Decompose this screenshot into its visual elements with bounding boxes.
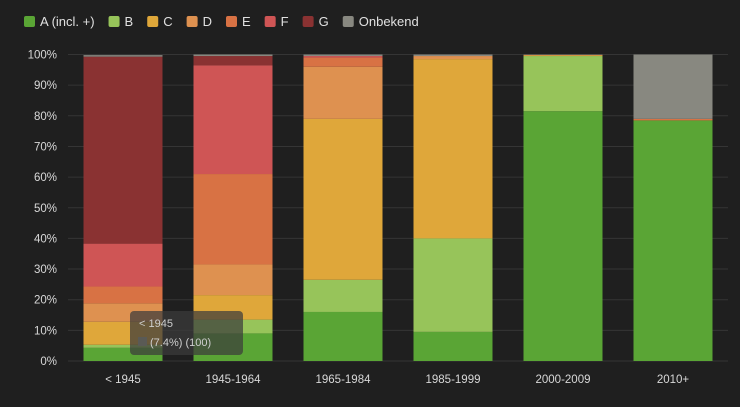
bar-segment-3-0[interactable] bbox=[413, 331, 493, 361]
y-tick-label: 10% bbox=[34, 325, 57, 337]
bar-segment-4-2[interactable] bbox=[523, 55, 603, 57]
y-tick-label: 20% bbox=[34, 295, 57, 307]
bar-segment-0-1[interactable] bbox=[83, 344, 163, 348]
legend-label: B bbox=[125, 14, 134, 29]
bar-segment-4-1[interactable] bbox=[523, 56, 603, 112]
y-tick-label: 30% bbox=[34, 264, 57, 276]
bar-segment-2-0[interactable] bbox=[303, 311, 383, 361]
legend-swatch bbox=[108, 16, 120, 27]
bar-segment-1-3[interactable] bbox=[193, 264, 273, 296]
x-tick-label: 1965-1984 bbox=[316, 374, 372, 386]
bar-segment-2-2[interactable] bbox=[303, 118, 383, 280]
tooltip: < 1945 (7.4%) (100) bbox=[130, 311, 243, 355]
y-tick-label: 90% bbox=[34, 80, 57, 92]
y-tick-label: 50% bbox=[34, 203, 57, 215]
bar-segment-0-4[interactable] bbox=[83, 286, 163, 304]
legend-label: E bbox=[242, 14, 251, 29]
legend-swatch bbox=[342, 16, 354, 27]
bar-segment-2-7[interactable] bbox=[303, 54, 383, 57]
y-axis: 0% 10% 20% 30% 40% 50% 60% 70% 80% 90% 100% bbox=[28, 50, 57, 369]
bar-segment-3-1[interactable] bbox=[413, 238, 493, 332]
legend-swatch bbox=[24, 16, 35, 27]
y-tick-label: 100% bbox=[28, 50, 57, 62]
legend-item-1[interactable]: B bbox=[108, 14, 134, 29]
bar-segment-3-2[interactable] bbox=[413, 59, 493, 239]
bar-segment-0-6[interactable] bbox=[83, 56, 163, 244]
x-tick-label: < 1945 bbox=[105, 374, 141, 386]
tooltip-value: (7.4%) (100) bbox=[150, 337, 211, 349]
legend-swatch bbox=[264, 16, 276, 27]
tooltip-box bbox=[130, 311, 243, 355]
tooltip-title: < 1945 bbox=[139, 318, 173, 330]
legend-swatch bbox=[186, 16, 198, 27]
bar-segment-2-4[interactable] bbox=[303, 57, 383, 67]
legend-label: Onbekend bbox=[359, 14, 419, 29]
x-tick-label: 1985-1999 bbox=[426, 374, 481, 386]
legend-item-4[interactable]: E bbox=[226, 14, 251, 29]
legend-label: A (incl. +) bbox=[40, 14, 95, 29]
bar-segment-2-3[interactable] bbox=[303, 66, 383, 119]
legend-swatch bbox=[226, 16, 237, 27]
bar-segment-5-0[interactable] bbox=[633, 120, 713, 362]
bar-segment-1-6[interactable] bbox=[193, 56, 273, 66]
bar-segment-1-4[interactable] bbox=[193, 174, 273, 265]
bar-segment-2-5[interactable] bbox=[303, 56, 383, 58]
legend-item-0[interactable]: A (incl. +) bbox=[24, 14, 95, 29]
legend-item-2[interactable]: C bbox=[147, 14, 173, 29]
legend-label: F bbox=[281, 14, 289, 29]
x-tick-label: 2010+ bbox=[657, 374, 690, 386]
bar-segment-1-5[interactable] bbox=[193, 65, 273, 175]
tooltip-swatch bbox=[138, 337, 147, 346]
legend-label: D bbox=[203, 14, 212, 29]
legend: A (incl. +) B C D E F G Onbekend bbox=[24, 14, 419, 29]
y-tick-label: 60% bbox=[34, 172, 57, 184]
y-tick-label: 0% bbox=[40, 356, 57, 368]
bar-segment-2-1[interactable] bbox=[303, 279, 383, 312]
bar-segment-4-0[interactable] bbox=[523, 111, 603, 361]
legend-label: C bbox=[163, 14, 172, 29]
bar-segment-5-4[interactable] bbox=[633, 118, 713, 121]
bar-segment-5-7[interactable] bbox=[633, 54, 713, 119]
bar-segment-3-7[interactable] bbox=[413, 54, 493, 57]
bar-segment-1-7[interactable] bbox=[193, 54, 273, 57]
bars bbox=[83, 54, 713, 362]
bar-segment-3-3[interactable] bbox=[413, 56, 493, 60]
x-tick-label: 2000-2009 bbox=[536, 374, 591, 386]
legend-item-5[interactable]: F bbox=[264, 14, 289, 29]
legend-item-7[interactable]: Onbekend bbox=[342, 14, 419, 29]
legend-swatch bbox=[302, 16, 314, 27]
y-tick-label: 80% bbox=[34, 111, 57, 123]
x-axis: < 1945 1945-1964 1965-1984 1985-1999 2000-20… bbox=[105, 374, 689, 386]
x-tick-label: 1945-1964 bbox=[206, 374, 262, 386]
y-tick-label: 70% bbox=[34, 141, 57, 153]
y-tick-label: 40% bbox=[34, 233, 57, 245]
bar-segment-4-3[interactable] bbox=[523, 54, 603, 56]
bar-segment-0-7[interactable] bbox=[83, 55, 163, 57]
legend-item-6[interactable]: G bbox=[302, 14, 329, 29]
legend-item-3[interactable]: D bbox=[186, 14, 212, 29]
legend-swatch bbox=[147, 16, 159, 27]
legend-label: G bbox=[319, 14, 329, 29]
bar-segment-0-5[interactable] bbox=[83, 243, 163, 287]
